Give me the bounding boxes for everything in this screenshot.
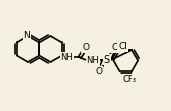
Text: O: O — [82, 43, 89, 52]
Text: N: N — [24, 32, 30, 41]
Text: O: O — [95, 67, 102, 76]
Text: S: S — [104, 55, 110, 64]
Text: CF₃: CF₃ — [123, 75, 137, 84]
Text: O: O — [111, 43, 118, 52]
Text: NH: NH — [60, 53, 73, 62]
Text: Cl: Cl — [118, 42, 127, 51]
Text: NH: NH — [86, 56, 99, 65]
